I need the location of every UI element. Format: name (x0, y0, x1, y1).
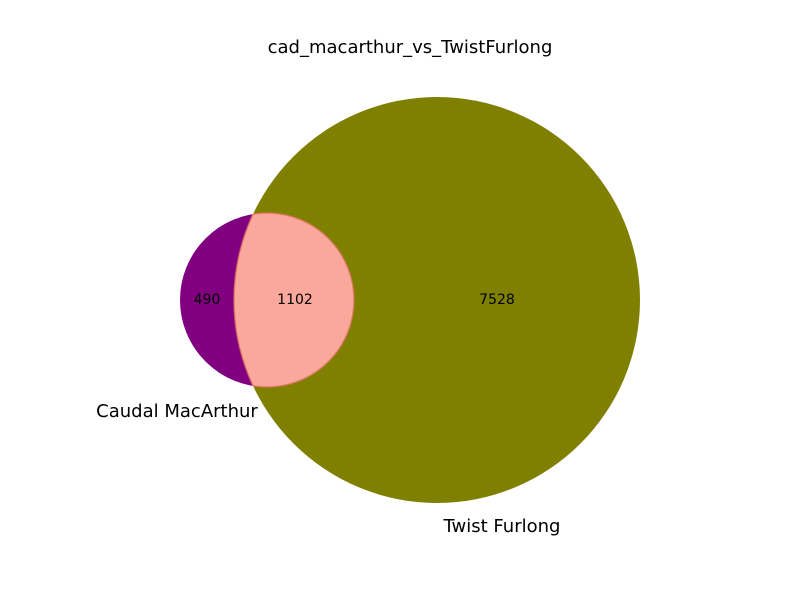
set-b-only-count: 7528 (479, 292, 515, 308)
intersection-edge (233, 213, 354, 387)
set-a-label: Caudal MacArthur (96, 401, 258, 422)
set-b-label: Twist Furlong (443, 516, 561, 537)
intersection-count: 1102 (277, 292, 313, 308)
set-a-only-count: 490 (194, 292, 221, 308)
set-b-circle (234, 97, 640, 503)
chart-title: cad_macarthur_vs_TwistFurlong (268, 37, 553, 58)
intersection-edge-2 (234, 212, 355, 388)
